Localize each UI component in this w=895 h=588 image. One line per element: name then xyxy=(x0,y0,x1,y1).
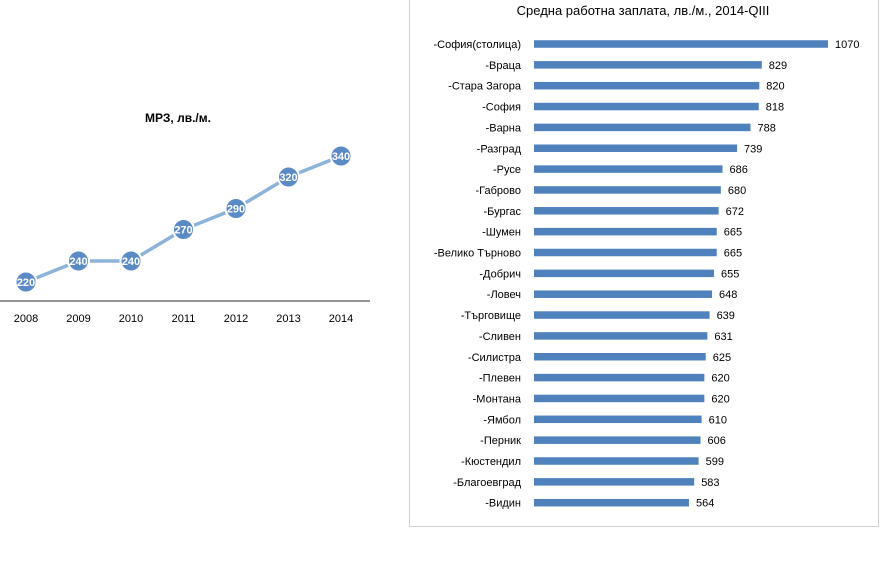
minimum-wage-line-chart: МРЗ, лв./м. 220 2008 240 2009 240 2010 270 2011… xyxy=(0,0,400,583)
category-label: -Благоевград xyxy=(453,477,521,489)
bar xyxy=(534,311,710,319)
category-label: -Видин xyxy=(485,498,521,510)
bar xyxy=(534,144,738,152)
bar xyxy=(534,498,689,507)
data-label: 270 xyxy=(174,225,192,237)
data-label: 240 xyxy=(122,256,140,268)
category-label: -Габрово xyxy=(476,185,522,197)
bar xyxy=(534,415,702,424)
chart-title: Средна работна заплата, лв./м., 2014-QII… xyxy=(517,3,770,18)
bar xyxy=(534,478,695,486)
bar xyxy=(534,457,699,465)
chart-title: МРЗ, лв./м. xyxy=(145,111,211,125)
bar-value-label: 583 xyxy=(701,477,719,489)
bar-value-label: 648 xyxy=(719,289,737,301)
bar-value-label: 829 xyxy=(769,60,787,72)
category-label: -Силистра xyxy=(468,352,522,364)
bar-value-label: 739 xyxy=(744,143,762,155)
category-label: -Монтана xyxy=(473,393,522,405)
category-label: -Ямбол xyxy=(483,414,521,426)
bar-value-label: 686 xyxy=(729,164,747,176)
category-label: -Стара Загора xyxy=(448,81,522,93)
bar xyxy=(534,207,719,215)
bar-value-label: 1070 xyxy=(835,39,859,51)
bar xyxy=(534,40,828,48)
bar-value-label: 564 xyxy=(696,498,714,510)
x-tick-label: 2014 xyxy=(329,313,353,325)
line-chart-svg: МРЗ, лв./м. 220 2008 240 2009 240 2010 270 2011… xyxy=(0,111,370,325)
category-label: -Разград xyxy=(477,143,522,155)
bar xyxy=(534,61,762,69)
data-point-marker xyxy=(14,270,38,294)
data-point-marker xyxy=(277,165,300,189)
x-tick-label: 2010 xyxy=(119,313,143,325)
bar xyxy=(534,248,717,257)
bar xyxy=(534,394,705,403)
bar-value-label: 620 xyxy=(711,393,729,405)
category-label: -Русе xyxy=(493,164,521,176)
category-label: -Велико Търново xyxy=(434,248,521,260)
x-tick-label: 2012 xyxy=(224,313,248,325)
bar-value-label: 680 xyxy=(728,185,746,197)
bar xyxy=(534,269,714,278)
category-label: -Търговище xyxy=(461,310,521,322)
bar-value-label: 620 xyxy=(711,373,729,385)
bar-value-label: 625 xyxy=(713,352,731,364)
data-point-marker xyxy=(329,144,353,168)
data-label: 290 xyxy=(227,204,245,216)
bar-value-label: 606 xyxy=(708,435,726,447)
bar xyxy=(534,353,706,361)
bar-value-label: 655 xyxy=(721,268,739,280)
bar-value-label: 788 xyxy=(758,122,776,134)
data-point-marker xyxy=(224,197,248,220)
category-label: -София(столица) xyxy=(434,39,521,51)
bar xyxy=(534,102,759,111)
category-label: -Кюстендил xyxy=(461,456,521,468)
category-label: -София xyxy=(482,102,521,114)
x-tick-label: 2013 xyxy=(276,313,300,325)
category-label: -Ловеч xyxy=(487,289,521,301)
bar-value-label: 599 xyxy=(706,456,724,468)
x-tick-label: 2009 xyxy=(66,313,90,325)
bar xyxy=(534,332,708,340)
data-point-marker xyxy=(119,249,143,273)
category-label: -Враца xyxy=(485,60,522,72)
category-label: -Шумен xyxy=(482,227,521,239)
data-label: 320 xyxy=(279,172,297,184)
bar xyxy=(534,123,751,132)
bar xyxy=(534,227,717,236)
category-label: -Добрич xyxy=(479,268,521,280)
bar-value-label: 610 xyxy=(709,414,727,426)
salary-bar-chart-panel: Средна работна заплата, лв./м., 2014-QII… xyxy=(409,0,879,527)
data-point-marker xyxy=(67,249,90,273)
bar-value-label: 665 xyxy=(724,248,742,260)
x-tick-label: 2011 xyxy=(172,313,196,325)
category-label: -Бургас xyxy=(483,206,521,218)
bar-value-label: 672 xyxy=(726,206,744,218)
bar xyxy=(534,290,713,298)
bar xyxy=(534,436,701,444)
category-label: -Плевен xyxy=(479,373,521,385)
data-label: 340 xyxy=(332,151,350,163)
bar-value-label: 631 xyxy=(714,331,732,343)
category-label: -Перник xyxy=(480,435,521,447)
data-label: 240 xyxy=(69,256,87,268)
category-label: -Сливен xyxy=(479,331,521,343)
data-point-marker xyxy=(172,218,195,241)
bar-value-label: 639 xyxy=(717,310,735,322)
bar-chart-svg: Средна работна заплата, лв./м., 2014-QII… xyxy=(434,3,860,510)
bar xyxy=(534,186,721,194)
bar xyxy=(534,373,705,382)
data-label: 220 xyxy=(17,277,35,289)
bar xyxy=(534,165,723,173)
bar-value-label: 818 xyxy=(766,102,784,114)
x-tick-label: 2008 xyxy=(14,313,38,325)
bar xyxy=(534,81,760,90)
category-label: -Варна xyxy=(486,122,522,134)
bar-value-label: 820 xyxy=(766,81,784,93)
bar-value-label: 665 xyxy=(724,227,742,239)
